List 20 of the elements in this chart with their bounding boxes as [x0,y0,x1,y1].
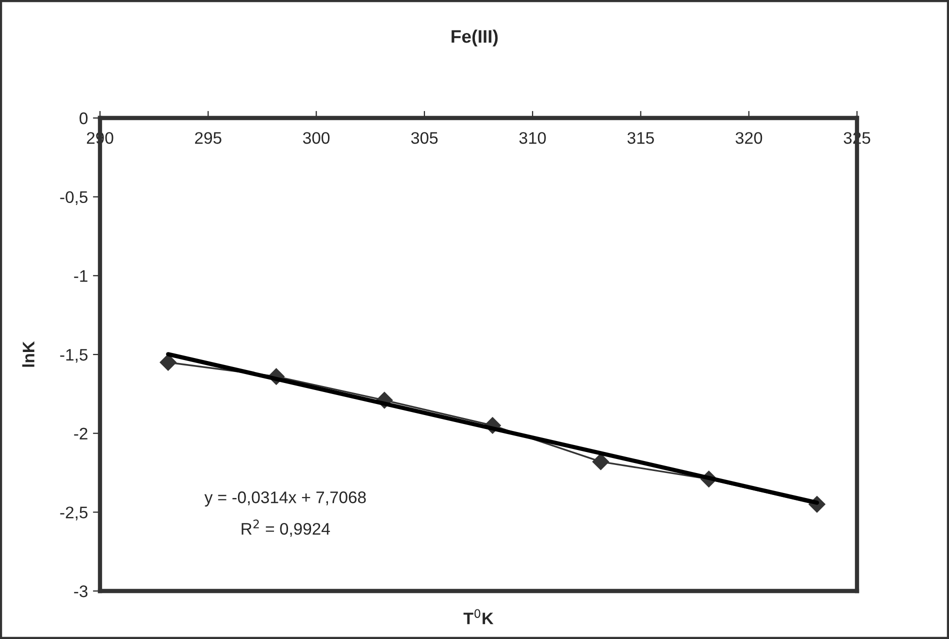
x-tick-label: 295 [195,132,222,144]
x-tick-label: 300 [303,132,330,144]
y-tick-label: 0 [80,112,88,124]
y-tick-label: -0,5 [60,191,88,206]
y-axis-title: lnK [22,341,34,367]
y-tick-label: -1 [74,270,88,282]
y-tick-label: -1,5 [60,349,88,363]
y-tick-label: -2 [74,428,88,440]
annotation: y = -0,0314x + 7,7068 [204,491,366,507]
point [592,453,610,470]
y-tick-label: -3 [74,585,88,598]
x-axis-title: T$^{0}$K [464,609,494,624]
x-tick-label: 320 [736,132,762,144]
x-tick-label: 310 [519,132,546,144]
chart-title: Fe(III) [452,30,498,46]
x-tick-label: 305 [411,132,438,144]
y-tick-label: -2,5 [60,506,88,520]
annotation: R$^{2}$ = 0,9924 [242,520,330,537]
point [160,354,177,371]
x-tick-label: 315 [627,132,654,144]
